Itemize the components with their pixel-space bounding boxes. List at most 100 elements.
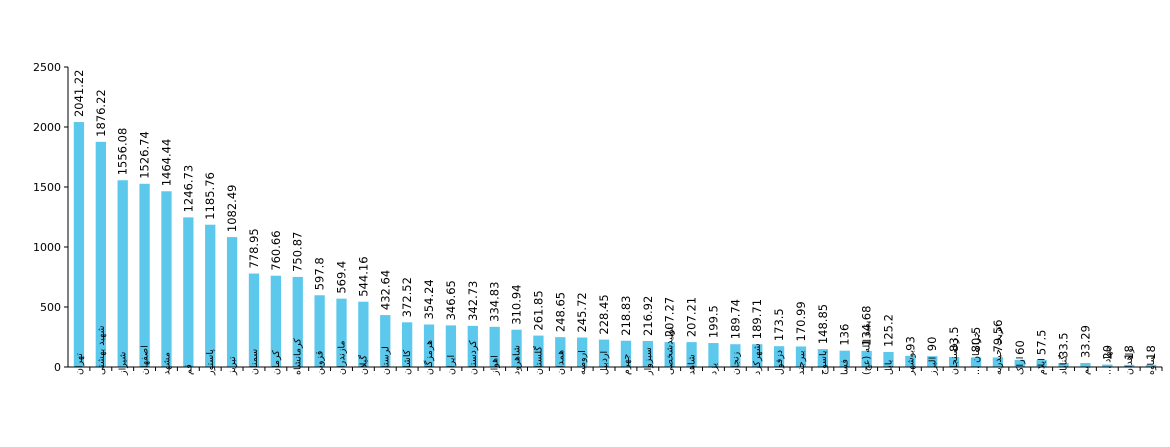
data-label: 432.64 [378, 270, 392, 310]
bar [839, 350, 850, 367]
x-tick-label: بوشهر [905, 350, 916, 376]
value-labels: 2041.22 1876.22 1556.08 1526.74 1464.44 1246.… [72, 69, 1158, 359]
data-label: 261.85 [531, 290, 545, 330]
bar [577, 337, 588, 367]
x-tick-label: قزوین [315, 351, 326, 375]
bar [161, 191, 172, 367]
bar [73, 122, 85, 367]
x-tick-label: اردبیل [599, 351, 610, 375]
bar [883, 351, 894, 367]
x-tick-label: زنجان [730, 351, 741, 375]
bar [1058, 362, 1069, 367]
bar [708, 343, 719, 367]
bar [1124, 364, 1135, 367]
x-tick-label: یاسوج [818, 350, 829, 375]
data-label: 136 [838, 324, 852, 346]
bar [752, 344, 763, 367]
data-label: 57.5 [1035, 329, 1049, 355]
bar [1102, 364, 1113, 367]
x-tick-label: ایران [446, 355, 457, 375]
data-label: 173.5 [772, 308, 786, 341]
x-tick-label: بقیة الله (عج) [862, 321, 873, 375]
data-label: 1526.74 [138, 131, 152, 179]
bar [1036, 360, 1047, 367]
data-label: 1464.44 [159, 139, 173, 187]
x-tick-label: قم [183, 364, 194, 375]
data-label: 228.45 [597, 294, 611, 334]
data-label: 189.74 [728, 299, 742, 339]
data-label: 1246.73 [181, 165, 195, 213]
bar [358, 301, 369, 367]
bar [380, 315, 391, 367]
x-tick-label: جهاد ... [1102, 345, 1113, 375]
bar [730, 344, 741, 367]
x-tick-label: بم [1080, 366, 1091, 375]
x-tick-label: دزفول [774, 350, 785, 375]
bar [817, 349, 828, 367]
data-label: 134.68 [860, 306, 874, 346]
x-tick-label: هرمزگان [423, 340, 435, 375]
x-tick-label: ساوه [1146, 355, 1157, 375]
bar [905, 355, 916, 367]
x-tick-label: پاستور [205, 349, 216, 376]
bar [423, 324, 435, 367]
bar [598, 339, 610, 367]
data-label: 125.2 [881, 314, 895, 347]
data-label: 207.21 [685, 297, 699, 337]
bars [73, 122, 1157, 367]
bar [139, 183, 150, 367]
data-label: 170.99 [794, 301, 808, 341]
bar [861, 350, 872, 367]
data-label: 2041.22 [72, 69, 86, 117]
data-label: 79.56 [991, 320, 1005, 353]
bar [183, 217, 194, 367]
bar [795, 346, 807, 367]
data-label: 334.83 [488, 282, 502, 322]
data-label: 372.52 [400, 277, 414, 317]
bar [402, 322, 413, 367]
data-label: 544.16 [356, 256, 370, 296]
data-label: 1556.08 [116, 128, 130, 176]
x-tick-label: ارومیه [577, 350, 588, 375]
bar [205, 224, 216, 367]
bar [489, 326, 500, 367]
x-tick-label: لرستان [380, 346, 391, 375]
x-tick-label: گناباد [1058, 354, 1070, 375]
data-label: 33.5 [1057, 332, 1071, 358]
x-tick-label: اهواز [490, 355, 501, 376]
data-label: 597.8 [313, 257, 327, 290]
data-label: 1082.49 [225, 185, 239, 233]
y-axis: 0 500 1000 1500 2000 2500 [33, 61, 69, 374]
x-tick-label: شاهد [687, 354, 698, 375]
y-tick-label: 500 [40, 301, 61, 314]
x-tick-label: کاشان [402, 349, 413, 375]
data-label: 207.27 [663, 297, 677, 337]
x-tick-label: رفسنجان [949, 338, 960, 375]
bar [642, 340, 653, 367]
data-label: 1185.76 [203, 172, 217, 220]
bar [620, 340, 632, 367]
x-tick-label: گیلان [357, 354, 369, 375]
y-tick-label: 0 [54, 361, 61, 374]
data-label: 199.5 [706, 305, 720, 338]
x-tick-label: اراک [1015, 357, 1026, 375]
bar [117, 180, 128, 367]
data-label: 90 [925, 337, 939, 352]
data-label: 569.4 [335, 261, 349, 294]
data-label: 33.29 [1078, 325, 1092, 358]
data-label: 216.92 [641, 296, 655, 336]
data-label: 20 [1100, 345, 1114, 360]
x-tick-label: بیرجند [796, 351, 807, 375]
x-tick-label: همدان [555, 350, 566, 375]
x-tick-label: شاهرود [512, 345, 523, 375]
x-tick-label: شهرکرد [752, 343, 763, 375]
x-tick-label: کرمانشاه [293, 338, 304, 375]
y-tick-label: 2000 [33, 121, 61, 134]
data-label: 354.24 [422, 279, 436, 319]
bar [314, 295, 325, 367]
x-tick-label: یزد [708, 363, 719, 375]
data-label: 310.94 [510, 284, 524, 324]
bar [248, 273, 260, 367]
data-label: 18 [1122, 345, 1136, 360]
bar [226, 237, 238, 367]
